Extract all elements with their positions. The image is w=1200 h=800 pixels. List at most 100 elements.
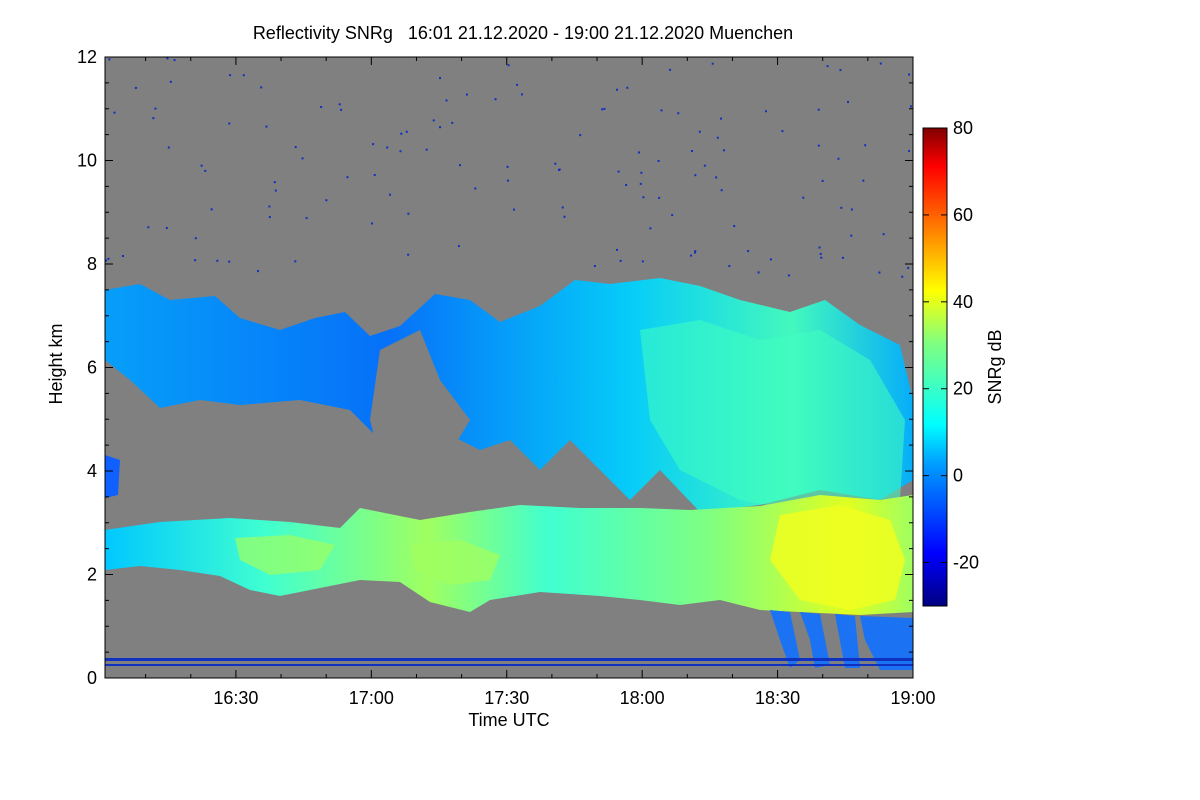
x-tick-label: 17:30 (484, 688, 529, 708)
noise-speck (268, 205, 271, 208)
noise-speck (690, 150, 693, 153)
noise-speck (451, 121, 454, 124)
noise-speck (506, 179, 509, 182)
lower-cloud-layer (105, 495, 913, 615)
noise-speck (850, 208, 853, 211)
noise-speck (677, 112, 680, 115)
noise-speck (340, 108, 343, 111)
noise-speck (615, 88, 618, 91)
x-tick-label: 17:00 (349, 688, 394, 708)
noise-speck (516, 83, 519, 86)
noise-speck (723, 149, 726, 152)
noise-speck (134, 86, 137, 89)
noise-speck (658, 196, 661, 199)
noise-speck (107, 257, 110, 260)
noise-speck (372, 143, 375, 146)
lower-cloud-core-3 (235, 535, 335, 575)
noise-speck (494, 98, 497, 101)
noise-speck (639, 182, 642, 185)
noise-speck (445, 99, 448, 102)
colorbar-tick-label: 40 (953, 292, 973, 312)
noise-speck (719, 117, 722, 120)
noise-speck (908, 73, 911, 76)
noise-speck (615, 248, 618, 251)
noise-speck (579, 134, 582, 137)
noise-speck (268, 216, 271, 219)
noise-speck (603, 107, 606, 110)
noise-speck (563, 215, 566, 218)
noise-speck (669, 68, 672, 71)
cloud-gap (370, 330, 470, 470)
noise-speck (817, 144, 820, 147)
noise-speck (108, 58, 111, 61)
y-tick-label: 4 (87, 461, 97, 481)
noise-speck (561, 206, 564, 209)
noise-speck (817, 108, 820, 111)
colorbar-tick-label: -20 (953, 553, 979, 573)
noise-speck (694, 250, 697, 253)
x-tick-label: 18:00 (620, 688, 665, 708)
noise-speck (840, 206, 843, 209)
noise-speck (901, 275, 904, 278)
colorbar-tick-label: 20 (953, 379, 973, 399)
y-tick-label: 0 (87, 668, 97, 688)
chart-title: Reflectivity SNRg 16:01 21.12.2020 - 19:… (253, 23, 793, 43)
y-tick-label: 2 (87, 565, 97, 585)
y-tick-label: 8 (87, 254, 97, 274)
noise-speck (850, 234, 853, 237)
colorbar-scale (922, 127, 948, 607)
noise-speck (405, 130, 408, 133)
noise-speck (879, 62, 882, 65)
noise-speck (169, 80, 172, 83)
noise-speck (781, 130, 784, 133)
noise-speck (373, 173, 376, 176)
noise-speck (601, 108, 604, 111)
noise-speck (152, 117, 155, 120)
x-tick-label: 18:30 (755, 688, 800, 708)
lower-cloud-core-2 (410, 540, 500, 585)
noise-speck (617, 170, 620, 173)
noise-speck (216, 259, 219, 262)
noise-speck (716, 136, 719, 139)
noise-speck (660, 109, 663, 112)
noise-speck (818, 246, 821, 249)
noise-speck (173, 59, 176, 62)
noise-speck (228, 122, 231, 125)
noise-speck (147, 226, 150, 229)
noise-speck (265, 125, 268, 128)
noise-speck (204, 169, 207, 172)
y-tick-label: 12 (77, 47, 97, 67)
noise-speck (506, 165, 509, 168)
noise-speck (764, 110, 767, 113)
lower-cloud-core (770, 505, 905, 610)
noise-speck (819, 252, 822, 255)
noise-speck (113, 111, 116, 114)
x-tick-label: 19:00 (890, 688, 935, 708)
noise-speck (512, 208, 515, 211)
noise-speck (305, 217, 308, 220)
y-tick-label: 6 (87, 358, 97, 378)
noise-speck (371, 222, 374, 225)
x-axis: 16:30 17:00 17:30 18:00 18:30 19:00 (145, 57, 936, 708)
noise-speck (294, 146, 297, 149)
noise-speck (558, 168, 561, 171)
noise-speck (325, 199, 328, 202)
noise-speck (862, 179, 865, 182)
noise-speck (465, 93, 468, 96)
noise-speck (554, 162, 557, 165)
colorbar-tick-label: 80 (953, 118, 973, 138)
noise-speck (521, 93, 524, 96)
noise-speck (787, 274, 790, 277)
noise-speck (388, 193, 391, 196)
noise-speck (837, 157, 840, 160)
noise-speck (457, 245, 460, 248)
noise-speck (715, 176, 718, 179)
colorbar: -20 0 20 40 60 80 SNRg dB (922, 118, 1005, 607)
y-axis-label: Height km (46, 323, 66, 404)
noise-speck (769, 258, 772, 261)
noise-speck (294, 260, 297, 263)
noise-speck (407, 212, 410, 215)
noise-speck (657, 159, 660, 162)
plot-area (105, 57, 913, 678)
